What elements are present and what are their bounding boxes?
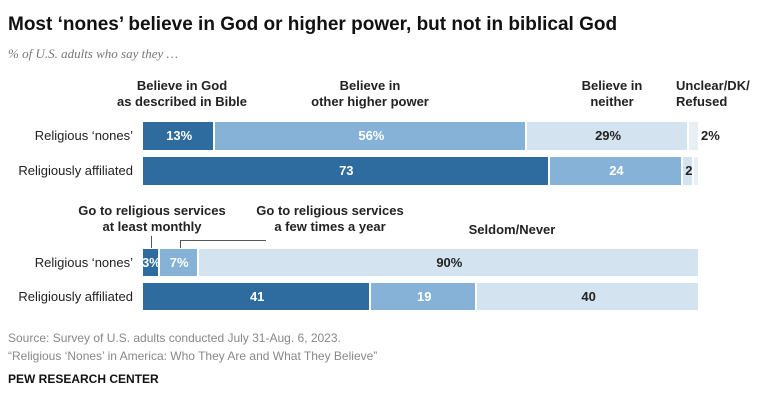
category-label: Religious ‘nones’ [34, 128, 133, 143]
value-label: 73 [339, 163, 354, 178]
series-header: Believe in other higher power [311, 78, 429, 109]
value-label: 40 [581, 288, 596, 304]
bar-segment [688, 122, 700, 150]
connector [180, 240, 266, 241]
note: “Religious ‘Nones’ in America: Who They … [8, 349, 378, 363]
value-label: 2% [701, 128, 720, 143]
value-label: 41 [249, 288, 265, 304]
value-label: 24 [609, 163, 624, 178]
bar-segment [549, 157, 684, 185]
value-label: 29% [595, 128, 622, 143]
series-header: Believe in neither [581, 78, 643, 109]
series-header: Go to religious services at least monthl… [78, 203, 226, 234]
bar-segment [527, 122, 689, 150]
bar-segment [477, 283, 700, 310]
connector [180, 240, 181, 248]
bar-segment [143, 122, 216, 150]
value-label: 19 [417, 288, 432, 304]
value-label: 13% [166, 128, 193, 143]
series-header: Believe in God as described in Bible [116, 78, 248, 109]
chart-subtitle: % of U.S. adults who say they … [8, 46, 179, 61]
value-label: 7% [169, 254, 189, 270]
bar-segment [198, 249, 700, 276]
bar-segment [159, 249, 199, 276]
footer: PEW RESEARCH CENTER [8, 372, 159, 386]
bar-segment [215, 122, 528, 150]
bar-segment [143, 157, 550, 185]
source: Source: Survey of U.S. adults conducted … [8, 331, 341, 345]
series-header: Seldom/Never [468, 222, 556, 237]
value-label: 2 [685, 163, 693, 178]
category-label: Religiously affiliated [18, 288, 133, 304]
bar-segment [143, 249, 160, 276]
series-header: Go to religious services a few times a y… [256, 203, 404, 234]
value-label: 56% [358, 128, 385, 143]
bar-segment [143, 283, 372, 310]
chart-title: Most ‘nones’ believe in God or higher po… [8, 14, 618, 35]
category-label: Religiously affiliated [18, 163, 133, 178]
value-label: 3% [141, 254, 161, 270]
series-header: Unclear/DK/ Refused [676, 78, 750, 109]
bar-segment [371, 283, 478, 310]
bar-segment [694, 157, 700, 185]
bar-segment [683, 157, 695, 185]
value-label: 90% [436, 254, 463, 270]
connector [151, 236, 152, 248]
category-label: Religious ‘nones’ [34, 254, 133, 270]
